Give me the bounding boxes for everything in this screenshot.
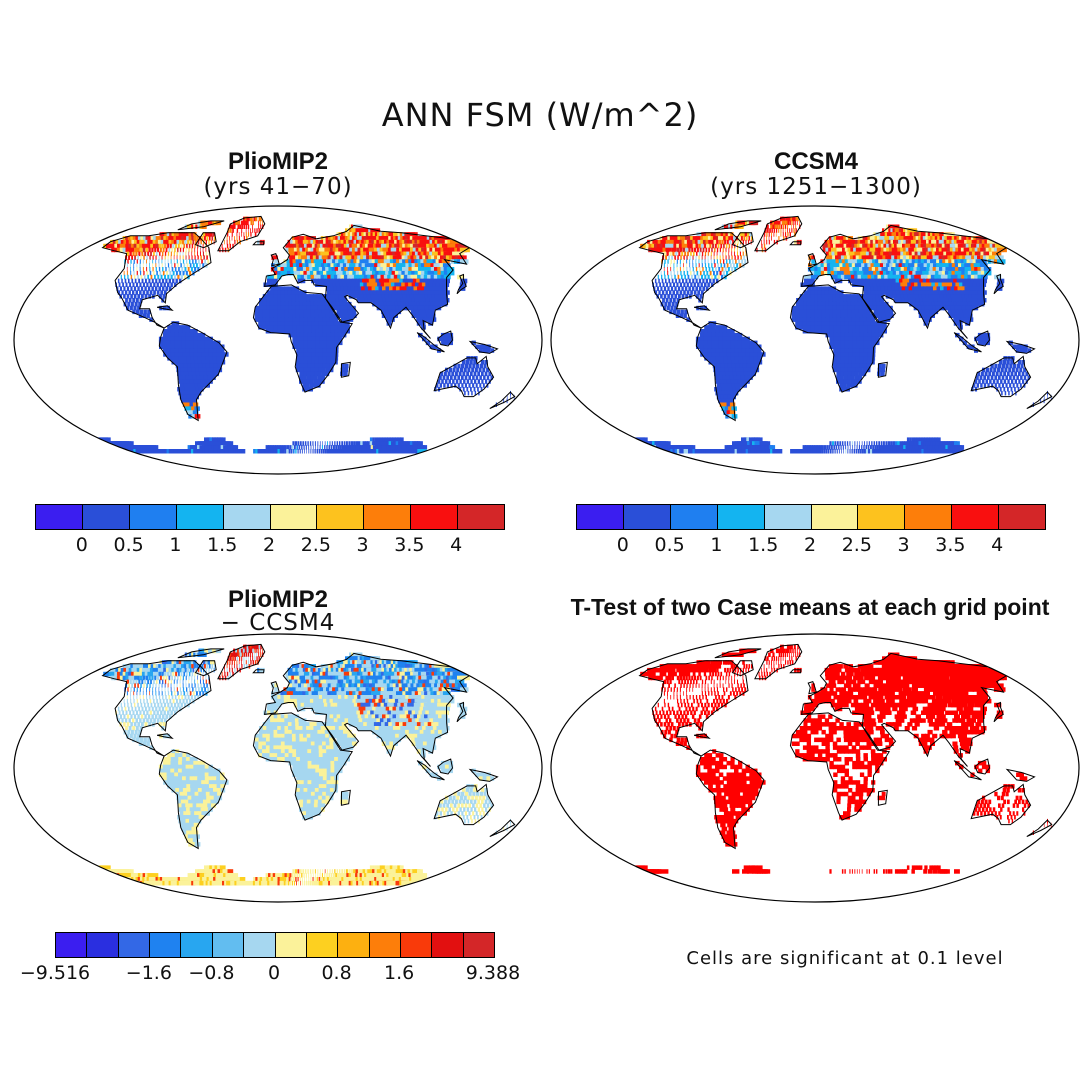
figure-title: ANN FSM (W/m^2) — [381, 96, 699, 134]
colorbar-tick-label: −9.516 — [19, 962, 91, 984]
colorbar-swatch — [181, 933, 213, 957]
significance-note: Cells are significant at 0.1 level — [686, 948, 1004, 969]
colorbar-tick-label: 2 — [262, 534, 276, 556]
colorbar-tick-label: 2 — [803, 534, 817, 556]
colorbar-tick-label: 1 — [710, 534, 723, 556]
panel-3-title: PlioMIP2 — [227, 586, 329, 613]
colorbar-tick-label: 4 — [450, 534, 463, 556]
colorbar-swatch — [952, 505, 1000, 529]
colorbar-tick-label: 2.5 — [300, 534, 331, 556]
map-ttest — [550, 633, 1080, 903]
map-border — [550, 205, 1080, 475]
panel-2-title: CCSM4 — [773, 148, 858, 175]
panel-3-subtitle: − CCSM4 — [220, 610, 336, 636]
colorbar-swatch — [306, 933, 339, 957]
colorbar-tick-label: 3 — [897, 534, 910, 556]
colorbar-ccsm4 — [576, 504, 1046, 530]
colorbar-swatch — [369, 933, 401, 957]
colorbar-swatch — [999, 505, 1046, 529]
colorbar-tick-label: −0.8 — [188, 962, 235, 984]
panel-4-title: T-Test of two Case means at each grid po… — [570, 594, 1050, 620]
colorbar-swatch — [623, 505, 671, 529]
colorbar-swatch — [118, 933, 151, 957]
panel-1-subtitle: (yrs 41−70) — [203, 174, 353, 200]
colorbar-swatch — [176, 505, 224, 529]
colorbar-swatch — [411, 505, 459, 529]
colorbar-pliomip2 — [35, 504, 505, 530]
colorbar-swatch — [270, 505, 318, 529]
colorbar-tick-label: 1.5 — [748, 534, 779, 556]
colorbar-swatch — [811, 505, 859, 529]
colorbar-swatch — [129, 505, 177, 529]
panel-1-title: PlioMIP2 — [227, 148, 329, 175]
colorbar-tick-label: 1.5 — [207, 534, 238, 556]
colorbar-tick-label: 3 — [356, 534, 369, 556]
colorbar-tick-label: 0 — [616, 534, 629, 556]
colorbar-tick-label: −1.6 — [125, 962, 172, 984]
colorbar-swatch — [764, 505, 812, 529]
colorbar-tick-label: 0 — [75, 534, 88, 556]
colorbar-swatch — [717, 505, 765, 529]
panel-2-subtitle: (yrs 1251−1300) — [710, 174, 922, 200]
colorbar-tick-label: 0.8 — [321, 962, 352, 984]
colorbar-tick-label: 2.5 — [841, 534, 872, 556]
colorbar-swatch — [56, 933, 88, 957]
colorbar-tick-label: 3.5 — [935, 534, 966, 556]
colorbar-swatch — [87, 933, 119, 957]
colorbar-tick-label: 9.388 — [465, 962, 521, 984]
colorbar-swatch — [364, 505, 412, 529]
colorbar-swatch — [36, 505, 83, 529]
colorbar-tick-label: 0.5 — [113, 534, 144, 556]
colorbar-tick-label: 4 — [991, 534, 1004, 556]
map-border — [13, 205, 543, 475]
map-border — [550, 633, 1080, 903]
colorbar-swatch — [244, 933, 276, 957]
colorbar-difference-labels: −9.516 −1.6 −0.8 0 0.8 1.6 9.388 — [20, 962, 520, 986]
coastlines — [101, 643, 516, 850]
map-difference — [13, 633, 543, 903]
colorbar-swatch — [275, 933, 307, 957]
colorbar-ccsm4-labels: 0 0.5 1 1.5 2 2.5 3 3.5 4 — [576, 534, 1044, 558]
colorbar-swatch — [317, 505, 365, 529]
colorbar-tick-label: 3.5 — [394, 534, 425, 556]
colorbar-tick-label: 1.6 — [384, 962, 415, 984]
colorbar-tick-label: 0.5 — [654, 534, 685, 556]
colorbar-tick-label: 0 — [267, 962, 281, 984]
coastlines — [638, 215, 1053, 422]
map-border — [13, 633, 543, 903]
colorbar-tick-label: 1 — [169, 534, 182, 556]
colorbar-swatch — [212, 933, 245, 957]
map-pliomip2 — [13, 205, 543, 475]
colorbar-swatch — [670, 505, 718, 529]
colorbar-pliomip2-labels: 0 0.5 1 1.5 2 2.5 3 3.5 4 — [35, 534, 503, 558]
coastlines — [101, 215, 516, 422]
land-cells — [633, 644, 1052, 874]
colorbar-swatch — [82, 505, 130, 529]
colorbar-swatch — [858, 505, 906, 529]
colorbar-swatch — [338, 933, 370, 957]
map-ccsm4 — [550, 205, 1080, 475]
colorbar-swatch — [577, 505, 624, 529]
colorbar-swatch — [458, 505, 505, 529]
colorbar-swatch — [223, 505, 271, 529]
colorbar-swatch — [400, 933, 433, 957]
coastlines — [638, 643, 1053, 850]
colorbar-swatch — [463, 933, 495, 957]
colorbar-difference — [55, 932, 495, 958]
colorbar-swatch — [905, 505, 953, 529]
colorbar-swatch — [150, 933, 182, 957]
colorbar-swatch — [432, 933, 464, 957]
